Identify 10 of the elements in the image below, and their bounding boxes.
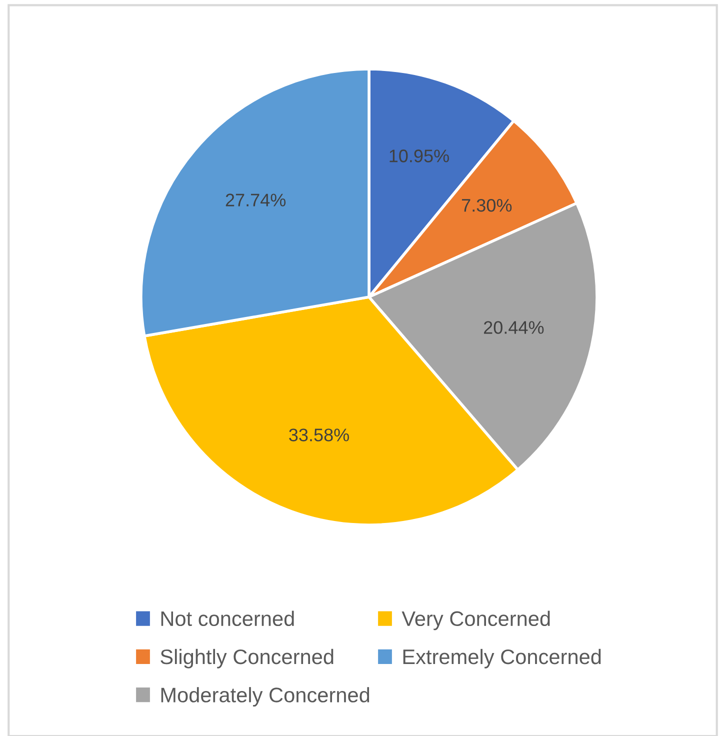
legend-label: Slightly Concerned — [160, 648, 334, 668]
data-label: 20.44% — [484, 321, 544, 334]
data-label: 7.30% — [462, 198, 512, 212]
legend-label: Not concerned — [161, 610, 294, 626]
legend-label: Moderately Concerned — [161, 687, 370, 707]
legend-label: Extremely Concerned — [403, 648, 601, 668]
data-label: 27.74% — [226, 194, 286, 206]
data-label: 10.95% — [390, 150, 449, 162]
legend-label: Very Concerned — [402, 610, 550, 630]
data-label: 33.58% — [289, 428, 349, 442]
